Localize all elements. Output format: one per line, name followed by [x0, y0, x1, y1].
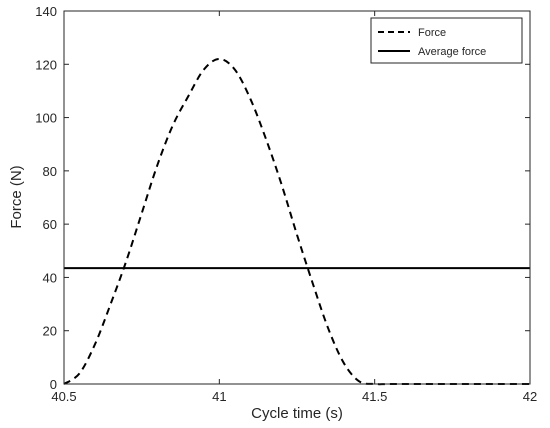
legend-label-average-force: Average force — [418, 46, 486, 58]
y-tick-label: 120 — [35, 57, 57, 72]
y-tick-label: 0 — [50, 377, 57, 392]
series-layer — [63, 57, 530, 386]
legend: Force Average force — [370, 17, 523, 64]
x-tick-label: 40.5 — [51, 389, 76, 404]
plot-area — [64, 11, 530, 384]
y-axis: 0 20 40 60 80 100 120 140 — [35, 4, 530, 392]
x-tick-label: 42 — [523, 389, 537, 404]
y-tick-label: 80 — [43, 164, 57, 179]
legend-label-force: Force — [418, 27, 446, 39]
y-axis-label: Force (N) — [8, 165, 25, 228]
x-tick-label: 41.5 — [362, 389, 387, 404]
y-tick-label: 60 — [43, 217, 57, 232]
y-tick-label: 100 — [35, 111, 57, 126]
x-axis-label: Cycle time (s) — [251, 405, 343, 422]
y-tick-label: 140 — [35, 4, 57, 19]
y-tick-label: 20 — [43, 324, 57, 339]
legend-box — [370, 17, 523, 64]
plot-frame — [63, 10, 531, 385]
y-tick-label: 40 — [43, 270, 57, 285]
x-axis: 40.5 41 41.5 42 — [51, 11, 537, 404]
x-tick-label: 41 — [212, 389, 226, 404]
